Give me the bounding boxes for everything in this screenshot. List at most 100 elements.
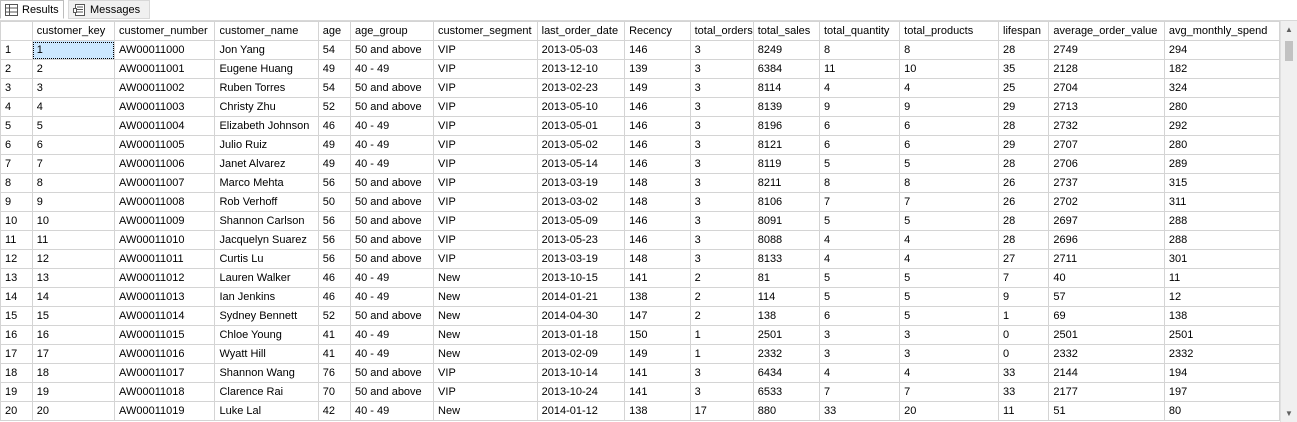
cell-lifespan[interactable]: 28 — [998, 40, 1050, 60]
cell-age[interactable]: 56 — [317, 211, 352, 231]
cell-total-products[interactable]: 5 — [899, 287, 1000, 307]
cell-total-products[interactable]: 5 — [899, 268, 1000, 288]
cell-total-sales[interactable]: 8088 — [752, 230, 820, 250]
cell-total-sales[interactable]: 6384 — [752, 59, 820, 79]
cell-total-quantity[interactable]: 5 — [818, 154, 901, 174]
cell-total-orders[interactable]: 1 — [689, 325, 754, 345]
cell-customer-segment[interactable]: VIP — [433, 40, 538, 60]
cell-total-sales[interactable]: 114 — [752, 287, 820, 307]
cell-last-order-date[interactable]: 2013-05-23 — [536, 230, 626, 250]
table-row[interactable]: 20 20 AW00011019 Luke Lal 42 40 - 49 New 2014-0… — [0, 401, 1280, 421]
cell-avg-monthly-spend[interactable]: 80 — [1163, 401, 1280, 421]
cell-age-group[interactable]: 50 and above — [349, 211, 435, 231]
cell-customer-number[interactable]: AW00011009 — [114, 211, 216, 231]
cell-customer-name[interactable]: Wyatt Hill — [214, 344, 319, 364]
cell-customer-number[interactable]: AW00011011 — [114, 249, 216, 269]
cell-customer-segment[interactable]: VIP — [433, 135, 538, 155]
cell-total-orders[interactable]: 3 — [689, 173, 754, 193]
cell-age[interactable]: 54 — [317, 78, 352, 98]
cell-avg-monthly-spend[interactable]: 289 — [1163, 154, 1280, 174]
cell-customer-key[interactable]: 19 — [31, 382, 116, 402]
table-row[interactable]: 8 8 AW00011007 Marco Mehta 56 50 and above VIP… — [0, 173, 1280, 193]
cell-lifespan[interactable]: 26 — [998, 173, 1050, 193]
cell-age[interactable]: 76 — [317, 363, 352, 383]
cell-total-products[interactable]: 6 — [899, 135, 1000, 155]
cell-total-quantity[interactable]: 5 — [818, 211, 901, 231]
cell-avg-monthly-spend[interactable]: 311 — [1163, 192, 1280, 212]
cell-lifespan[interactable]: 28 — [998, 116, 1050, 136]
cell-age[interactable]: 54 — [317, 40, 352, 60]
cell-total-quantity[interactable]: 7 — [818, 192, 901, 212]
column-header-customer-number[interactable]: customer_number — [114, 21, 216, 41]
cell-lifespan[interactable]: 0 — [998, 325, 1050, 345]
cell-age[interactable]: 46 — [317, 287, 352, 307]
cell-average-order-value[interactable]: 2702 — [1048, 192, 1165, 212]
cell-age-group[interactable]: 40 - 49 — [349, 135, 435, 155]
cell-average-order-value[interactable]: 2697 — [1048, 211, 1165, 231]
column-header-customer-key[interactable]: customer_key — [31, 21, 116, 41]
cell-total-orders[interactable]: 3 — [689, 97, 754, 117]
cell-total-products[interactable]: 5 — [899, 306, 1000, 326]
table-row[interactable]: 7 7 AW00011006 Janet Alvarez 49 40 - 49 VIP 201… — [0, 154, 1280, 174]
cell-avg-monthly-spend[interactable]: 280 — [1163, 97, 1280, 117]
cell-total-orders[interactable]: 1 — [689, 344, 754, 364]
cell-recency[interactable]: 146 — [624, 230, 691, 250]
cell-customer-name[interactable]: Sydney Bennett — [214, 306, 319, 326]
cell-customer-name[interactable]: Christy Zhu — [214, 97, 319, 117]
column-header-average-order-value[interactable]: average_order_value — [1048, 21, 1165, 41]
cell-recency[interactable]: 138 — [624, 287, 691, 307]
cell-customer-segment[interactable]: VIP — [433, 173, 538, 193]
cell-customer-name[interactable]: Chloe Young — [214, 325, 319, 345]
cell-customer-key[interactable]: 7 — [31, 154, 116, 174]
table-row[interactable]: 14 14 AW00011013 Ian Jenkins 46 40 - 49 New 201… — [0, 287, 1280, 307]
cell-total-quantity[interactable]: 6 — [818, 306, 901, 326]
cell-lifespan[interactable]: 35 — [998, 59, 1050, 79]
row-number[interactable]: 9 — [0, 192, 33, 212]
cell-last-order-date[interactable]: 2013-10-14 — [536, 363, 626, 383]
cell-customer-segment[interactable]: VIP — [433, 192, 538, 212]
cell-customer-segment[interactable]: VIP — [433, 363, 538, 383]
cell-total-orders[interactable]: 3 — [689, 249, 754, 269]
cell-total-orders[interactable]: 2 — [689, 268, 754, 288]
cell-total-products[interactable]: 4 — [899, 78, 1000, 98]
cell-total-sales[interactable]: 81 — [752, 268, 820, 288]
cell-recency[interactable]: 148 — [624, 249, 691, 269]
cell-total-products[interactable]: 3 — [899, 325, 1000, 345]
cell-recency[interactable]: 141 — [624, 363, 691, 383]
cell-total-products[interactable]: 4 — [899, 230, 1000, 250]
cell-customer-key[interactable]: 6 — [31, 135, 116, 155]
cell-total-sales[interactable]: 8119 — [752, 154, 820, 174]
cell-total-sales[interactable]: 8114 — [752, 78, 820, 98]
cell-avg-monthly-spend[interactable]: 138 — [1163, 306, 1280, 326]
cell-total-orders[interactable]: 2 — [689, 287, 754, 307]
column-header-customer-name[interactable]: customer_name — [214, 21, 319, 41]
cell-average-order-value[interactable]: 2128 — [1048, 59, 1165, 79]
cell-age-group[interactable]: 50 and above — [349, 173, 435, 193]
cell-total-orders[interactable]: 17 — [689, 401, 754, 421]
cell-age[interactable]: 46 — [317, 116, 352, 136]
cell-avg-monthly-spend[interactable]: 2501 — [1163, 325, 1280, 345]
cell-customer-segment[interactable]: VIP — [433, 249, 538, 269]
cell-avg-monthly-spend[interactable]: 182 — [1163, 59, 1280, 79]
table-row[interactable]: 9 9 AW00011008 Rob Verhoff 50 50 and above VIP… — [0, 192, 1280, 212]
cell-customer-name[interactable]: Julio Ruiz — [214, 135, 319, 155]
cell-last-order-date[interactable]: 2013-05-09 — [536, 211, 626, 231]
table-row[interactable]: 6 6 AW00011005 Julio Ruiz 49 40 - 49 VIP 2013-0… — [0, 135, 1280, 155]
row-number[interactable]: 14 — [0, 287, 33, 307]
cell-age-group[interactable]: 40 - 49 — [349, 268, 435, 288]
cell-age[interactable]: 49 — [317, 154, 352, 174]
cell-total-products[interactable]: 8 — [899, 40, 1000, 60]
cell-average-order-value[interactable]: 2711 — [1048, 249, 1165, 269]
cell-age-group[interactable]: 50 and above — [349, 363, 435, 383]
cell-customer-name[interactable]: Shannon Wang — [214, 363, 319, 383]
cell-total-products[interactable]: 10 — [899, 59, 1000, 79]
cell-customer-segment[interactable]: New — [433, 401, 538, 421]
cell-age-group[interactable]: 50 and above — [349, 78, 435, 98]
cell-average-order-value[interactable]: 2732 — [1048, 116, 1165, 136]
cell-total-quantity[interactable]: 9 — [818, 97, 901, 117]
cell-customer-number[interactable]: AW00011002 — [114, 78, 216, 98]
cell-recency[interactable]: 146 — [624, 97, 691, 117]
cell-average-order-value[interactable]: 2332 — [1048, 344, 1165, 364]
cell-customer-number[interactable]: AW00011001 — [114, 59, 216, 79]
row-number[interactable]: 7 — [0, 154, 33, 174]
